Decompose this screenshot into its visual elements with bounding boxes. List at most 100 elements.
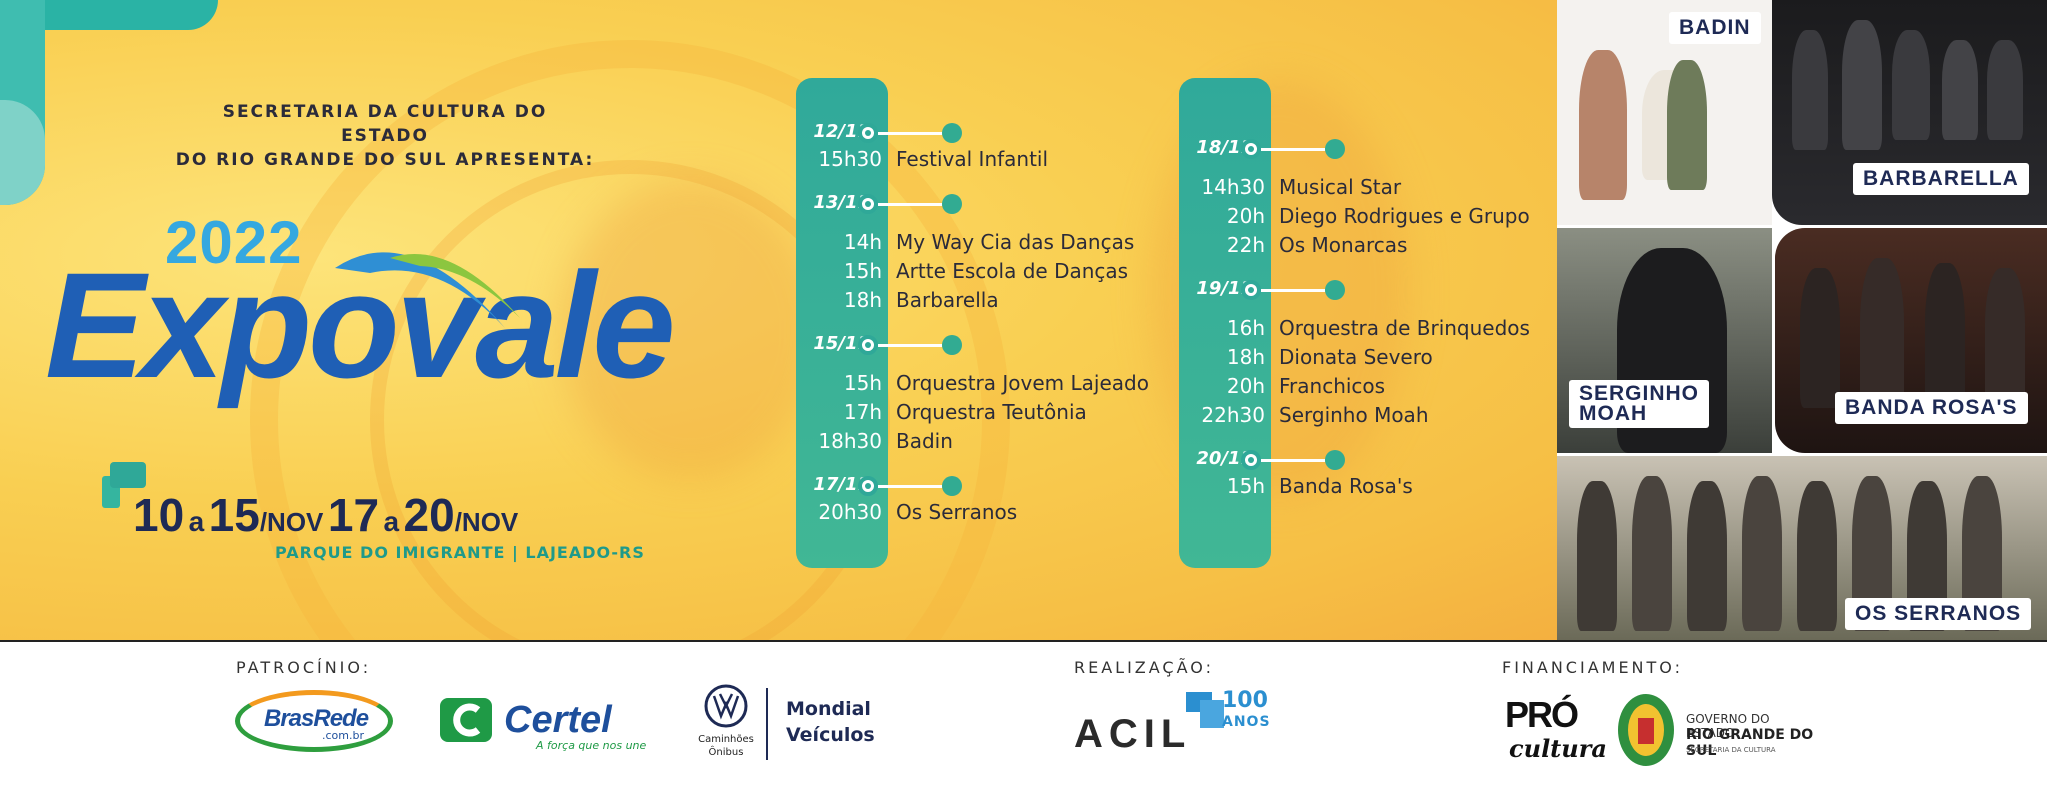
- band-member: [1792, 30, 1828, 150]
- schedule-day: 17/11: [0, 474, 962, 498]
- event-name: Os Monarcas: [1279, 233, 1408, 257]
- event-time: 18h30: [818, 429, 882, 453]
- band-member: [1987, 40, 2023, 140]
- timeline-connector: [1261, 289, 1325, 292]
- procultura-logo: PRÓ cultura: [1505, 694, 1607, 763]
- band-member: [1860, 258, 1904, 418]
- event-time: 20h: [1226, 374, 1265, 398]
- timeline-dot-icon: [858, 335, 878, 355]
- day-date: 18/11: [1196, 137, 1253, 158]
- event-time: 14h30: [1201, 175, 1265, 199]
- event-time: 14h: [843, 230, 882, 254]
- artist-figure: [1667, 60, 1707, 190]
- timeline-end-dot-icon: [1325, 139, 1345, 159]
- presenter-text: SECRETARIA DA CULTURA DO ESTADO DO RIO G…: [175, 102, 595, 170]
- day-date: 17/11: [813, 474, 870, 495]
- acil-logo: ACIL 100 ANOS: [1074, 688, 1271, 756]
- event-name: Musical Star: [1279, 175, 1402, 199]
- event-time: 16h: [1226, 316, 1265, 340]
- band-member: [1632, 476, 1672, 631]
- governo-rs-logo: GOVERNO DO ESTADO RIO GRANDE DO SUL SECR…: [1616, 690, 1816, 770]
- logo-year: 2022: [165, 209, 303, 276]
- timeline-connector: [1261, 459, 1325, 462]
- event-time: 22h30: [1201, 403, 1265, 427]
- timeline-connector: [878, 132, 942, 135]
- event-name: Festival Infantil: [896, 147, 1049, 171]
- day-date: 15/11: [813, 333, 870, 354]
- vw-icon: [704, 684, 748, 728]
- event-dates: 10 a 15/NOV 17 a 20/NOV: [133, 489, 519, 541]
- event-time: 18h: [843, 288, 882, 312]
- label-banda-rosas: BANDA ROSA'S: [1835, 392, 2028, 424]
- band-member: [1842, 20, 1882, 150]
- event-name: Diego Rodrigues e Grupo: [1279, 204, 1530, 228]
- timeline-connector: [1261, 148, 1325, 151]
- timeline-end-dot-icon: [1325, 450, 1345, 470]
- event-name: Artte Escola de Danças: [896, 259, 1129, 283]
- band-member: [1942, 40, 1978, 140]
- event-name: Franchicos: [1279, 374, 1386, 398]
- dates-mark-icon: [102, 462, 146, 508]
- artist-figure: [1579, 50, 1627, 200]
- event-time: 15h30: [818, 147, 882, 171]
- logo-swoosh-icon: [335, 252, 520, 328]
- event-time: 15h: [843, 371, 882, 395]
- band-member: [1925, 263, 1965, 413]
- label-barbarella: BARBARELLA: [1853, 163, 2029, 195]
- day-date: 13/11: [813, 192, 870, 213]
- timeline-dot-icon: [858, 194, 878, 214]
- event-time: 22h: [1226, 233, 1265, 257]
- day-date: 12/11: [813, 121, 870, 142]
- event-name: Orquestra Teutônia: [896, 400, 1087, 424]
- band-member: [1687, 481, 1727, 631]
- event-name: Os Serranos: [896, 500, 1018, 524]
- vw-divider: [766, 688, 768, 760]
- schedule-day: 20/11: [0, 448, 1345, 472]
- event-time: 20h: [1226, 204, 1265, 228]
- certel-c-icon: [440, 698, 492, 742]
- label-os-serranos: OS SERRANOS: [1845, 598, 2032, 630]
- brasrede-logo: BrasRede .com.br: [235, 690, 393, 752]
- certel-logo: Certel A força que nos une: [440, 698, 660, 752]
- label-badin: BADIN: [1669, 12, 1761, 44]
- band-member: [1742, 476, 1782, 631]
- event-name: Badin: [896, 429, 953, 453]
- patrocinio-label: PATROCÍNIO:: [236, 658, 372, 677]
- event-time: 15h: [843, 259, 882, 283]
- timeline-dot-icon: [1241, 280, 1261, 300]
- timeline-dot-icon: [858, 123, 878, 143]
- band-member: [1800, 268, 1840, 408]
- schedule-day: 18/11: [0, 137, 1345, 161]
- event-name: Orquestra de Brinquedos: [1279, 316, 1530, 340]
- timeline-dot-icon: [1241, 139, 1261, 159]
- realizacao-label: REALIZAÇÃO:: [1074, 658, 1214, 677]
- timeline-end-dot-icon: [942, 123, 962, 143]
- financiamento-label: FINANCIAMENTO:: [1502, 658, 1683, 677]
- timeline-end-dot-icon: [942, 194, 962, 214]
- timeline-end-dot-icon: [942, 335, 962, 355]
- schedule-column-right: [1179, 78, 1271, 568]
- state-coat-of-arms-icon: [1618, 694, 1674, 766]
- event-name: Dionata Severo: [1279, 345, 1433, 369]
- band-member: [1892, 30, 1930, 140]
- sponsors-footer: PATROCÍNIO: REALIZAÇÃO: FINANCIAMENTO: B…: [0, 640, 2047, 787]
- event-time: 20h30: [818, 500, 882, 524]
- timeline-connector: [878, 485, 942, 488]
- event-time: 15h: [1226, 474, 1265, 498]
- schedule-day: 13/11: [0, 192, 962, 216]
- event-banner: SECRETARIA DA CULTURA DO ESTADO DO RIO G…: [0, 0, 1557, 640]
- band-member: [1577, 481, 1617, 631]
- event-time: 17h: [843, 400, 882, 424]
- acil-mark-icon: [1186, 692, 1224, 728]
- event-name: Orquestra Jovem Lajeado: [896, 371, 1149, 395]
- event-time: 18h: [1226, 345, 1265, 369]
- event-name: My Way Cia das Danças: [896, 230, 1135, 254]
- timeline-dot-icon: [858, 476, 878, 496]
- label-serginho-moah: SERGINHO MOAH: [1569, 380, 1710, 428]
- band-member: [1797, 481, 1837, 631]
- event-name: Barbarella: [896, 288, 999, 312]
- timeline-end-dot-icon: [942, 476, 962, 496]
- vw-logo: Caminhões Ônibus Mondial Veículos: [696, 684, 896, 774]
- band-member: [1985, 268, 2025, 408]
- day-date: 19/11: [1196, 278, 1253, 299]
